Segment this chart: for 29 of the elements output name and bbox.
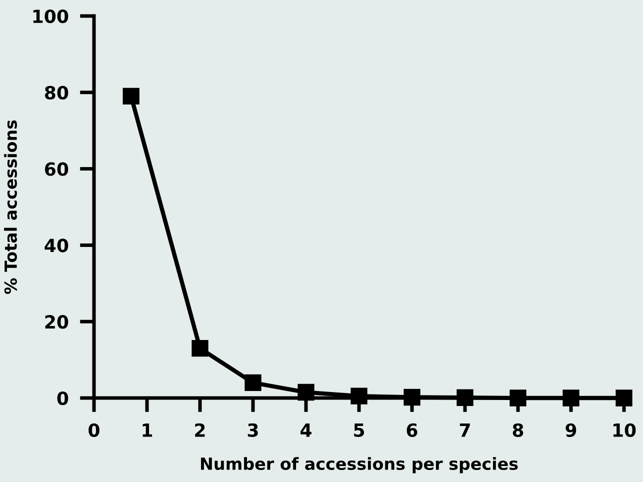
y-tick-label: 100 [33, 9, 68, 24]
x-tick-label: 5 [354, 424, 364, 437]
x-tick-label: 0 [88, 423, 100, 437]
point [616, 390, 632, 406]
x-tick-label: 9 [566, 423, 576, 437]
x-tick-label: 8 [512, 423, 524, 437]
point [562, 390, 580, 406]
point [404, 388, 420, 406]
y-tick-label: 20 [45, 315, 68, 329]
point [192, 340, 208, 357]
point [298, 384, 314, 401]
point [510, 390, 526, 406]
x-tick-label: 6 [406, 423, 418, 437]
x-tick-label: 1 [142, 424, 152, 437]
x-tick-label: 3 [248, 423, 258, 437]
x-axis-title: Number of accessions per species [201, 457, 518, 474]
point [350, 388, 368, 404]
x-tick-label: 4 [300, 424, 312, 437]
point [456, 389, 474, 406]
y-tick-label: 40 [44, 238, 68, 252]
x-tick-label: 7 [460, 424, 470, 437]
x-tick-label: 2 [195, 423, 205, 437]
y-tick-label: 80 [44, 86, 68, 100]
point [122, 88, 140, 105]
point [244, 374, 262, 392]
y-tick-label: 60 [44, 162, 68, 176]
y-axis-title: % Total accessions [4, 120, 17, 294]
y-tick-label: 0 [57, 391, 68, 406]
x-tick-label: 10 [613, 423, 636, 437]
